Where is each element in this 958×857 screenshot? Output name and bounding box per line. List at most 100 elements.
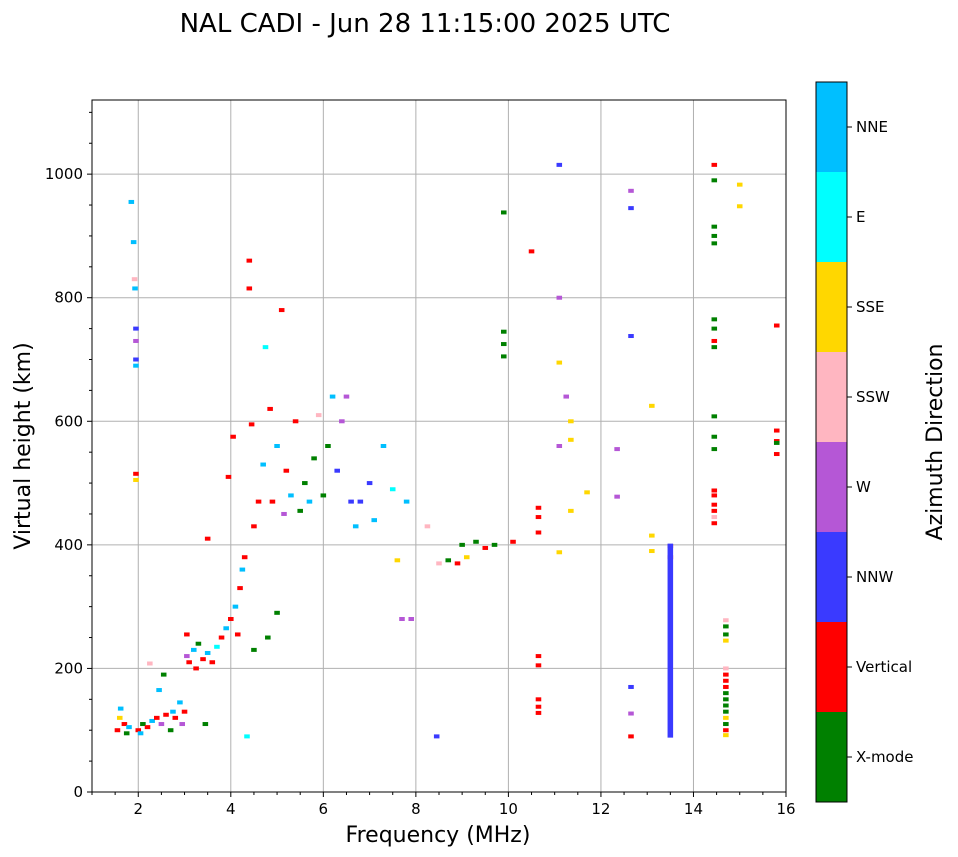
echo-mark	[711, 338, 718, 343]
echo-mark	[248, 422, 255, 427]
echo-mark	[204, 536, 211, 541]
echo-mark	[436, 561, 442, 566]
echo-mark	[225, 474, 232, 479]
echo-mark	[371, 518, 378, 523]
echo-mark	[265, 635, 271, 640]
echo-mark	[399, 617, 405, 621]
y-axis-label: Virtual height (km)	[11, 342, 36, 549]
echo-mark	[366, 481, 373, 486]
echo-mark	[130, 240, 137, 245]
echo-mark	[348, 499, 354, 504]
echo-mark	[297, 508, 303, 513]
echo-mark	[535, 697, 542, 702]
echo-mark	[278, 308, 285, 313]
echo-mark	[170, 709, 176, 714]
x-axis-label: Frequency (MHz)	[346, 823, 531, 848]
echo-mark	[214, 644, 220, 649]
colorbar-frame	[815, 81, 848, 803]
echo-mark	[711, 488, 718, 493]
echo-mark	[144, 725, 151, 730]
echo-mark	[463, 555, 470, 560]
colorbar-swatch	[816, 352, 847, 442]
echo-mark	[262, 345, 269, 350]
echo-mark	[117, 706, 124, 711]
echo-mark	[137, 731, 144, 736]
echo-mark	[147, 661, 153, 666]
echo-mark	[255, 499, 262, 504]
echo-mark	[153, 715, 160, 720]
y-tick-label: 1000	[45, 165, 83, 183]
y-tick-label: 400	[54, 536, 83, 554]
echo-mark	[389, 487, 396, 492]
colorbar-tick-label: NNW	[856, 568, 893, 586]
echo-mark	[230, 434, 236, 439]
echo-mark	[121, 722, 128, 727]
echo-mark	[723, 728, 729, 733]
echo-mark	[302, 481, 308, 486]
echo-mark	[163, 712, 169, 717]
echo-mark	[773, 440, 780, 445]
echo-mark	[311, 456, 317, 461]
echo-mark	[167, 728, 174, 733]
colorbar-tick-label: E	[856, 208, 865, 226]
echo-mark	[274, 610, 280, 615]
echo-mark	[133, 477, 139, 482]
echo-mark	[535, 704, 542, 709]
echo-mark	[628, 206, 634, 211]
echo-mark	[126, 725, 132, 730]
echo-mark	[773, 323, 780, 328]
echo-mark	[184, 632, 190, 637]
echo-mark	[649, 403, 655, 408]
colorbar-swatch	[816, 172, 847, 262]
echo-mark	[628, 188, 634, 193]
echo-mark	[315, 413, 322, 418]
echo-mark	[711, 434, 718, 439]
echo-mark	[237, 586, 243, 591]
echo-mark	[535, 654, 542, 659]
echo-mark	[325, 444, 331, 448]
echo-mark	[320, 493, 327, 498]
echo-mark	[711, 241, 718, 246]
echo-mark	[195, 641, 202, 646]
echo-mark	[200, 657, 206, 662]
echo-mark	[433, 734, 440, 739]
echo-mark	[711, 224, 718, 229]
echo-mark	[181, 709, 188, 714]
echo-mark	[232, 604, 239, 609]
echo-mark	[723, 632, 729, 637]
echo-mark	[329, 394, 336, 399]
echo-mark	[568, 508, 574, 513]
echo-mark	[711, 178, 718, 183]
echo-mark	[628, 734, 634, 739]
echo-mark	[500, 342, 507, 347]
echo-mark	[288, 493, 294, 498]
echo-mark	[352, 524, 359, 529]
echo-mark	[500, 354, 507, 359]
echo-mark	[133, 338, 139, 343]
echo-mark	[711, 493, 718, 498]
echo-mark	[556, 162, 563, 167]
echo-mark	[723, 709, 729, 714]
echo-mark	[177, 700, 183, 705]
echo-mark	[218, 635, 225, 640]
echo-mark	[403, 499, 410, 504]
colorbar-swatch	[816, 262, 847, 352]
echo-mark	[133, 471, 139, 476]
echo-mark	[628, 684, 634, 689]
echo-mark	[179, 722, 185, 727]
echo-mark	[380, 444, 387, 448]
echo-mark	[500, 210, 507, 215]
echo-mark	[292, 419, 299, 424]
echo-mark	[234, 632, 241, 637]
echo-mark	[711, 515, 718, 520]
echo-mark	[128, 199, 135, 204]
echo-mark	[773, 428, 780, 433]
echo-column	[667, 543, 674, 738]
echo-mark	[459, 542, 465, 547]
echo-mark	[723, 618, 729, 623]
echo-mark	[158, 722, 165, 727]
echo-mark	[723, 733, 729, 738]
colorbar-swatch	[816, 622, 847, 712]
colorbar-label: Azimuth Direction	[923, 343, 948, 540]
